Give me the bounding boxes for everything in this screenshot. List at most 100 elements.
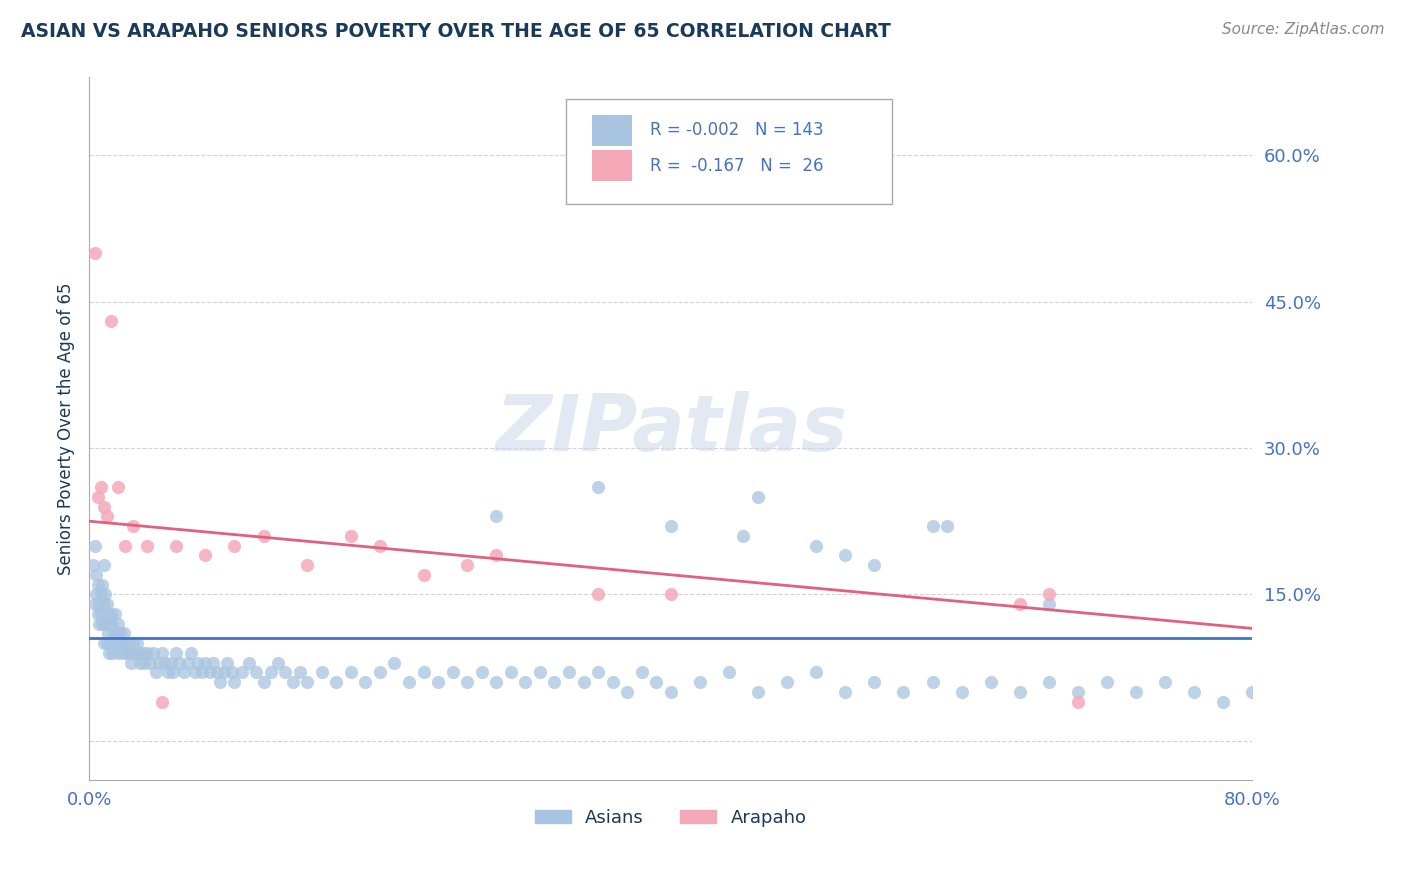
Point [1067, 695, 1090, 709]
Point [543, 675, 565, 690]
Point [87, 607, 110, 621]
Point [83, 246, 105, 260]
Point [863, 558, 886, 572]
Point [97, 626, 120, 640]
Point [117, 636, 139, 650]
Point [224, 675, 246, 690]
Point [111, 646, 134, 660]
Point [136, 539, 159, 553]
Point [104, 636, 127, 650]
Point [340, 665, 363, 680]
Point [311, 665, 333, 680]
Point [89, 616, 111, 631]
Point [456, 558, 478, 572]
Point [412, 567, 434, 582]
Point [83, 539, 105, 553]
Point [733, 529, 755, 543]
Point [645, 675, 668, 690]
FancyBboxPatch shape [592, 115, 633, 146]
Point [101, 646, 124, 660]
Point [340, 529, 363, 543]
Point [118, 646, 141, 660]
Point [863, 675, 886, 690]
Point [936, 519, 959, 533]
Point [201, 656, 224, 670]
Point [107, 646, 129, 660]
Point [191, 665, 214, 680]
Point [950, 685, 973, 699]
Point [747, 490, 769, 504]
Point [156, 665, 179, 680]
Point [139, 656, 162, 670]
Point [125, 636, 148, 650]
Point [93, 558, 115, 572]
Point [1038, 587, 1060, 601]
Point [834, 549, 856, 563]
Text: R = -0.002   N = 143: R = -0.002 N = 143 [650, 121, 824, 139]
Point [747, 685, 769, 699]
Point [1212, 695, 1234, 709]
Point [150, 646, 173, 660]
Point [100, 607, 122, 621]
Point [112, 626, 135, 640]
Point [150, 695, 173, 709]
Point [806, 539, 828, 553]
Point [221, 665, 243, 680]
Point [145, 665, 167, 680]
Legend: Asians, Arapaho: Asians, Arapaho [527, 801, 814, 834]
Point [159, 656, 181, 670]
Point [83, 597, 105, 611]
Point [689, 675, 711, 690]
Point [132, 646, 155, 660]
Point [198, 665, 221, 680]
Text: ZIPatlas: ZIPatlas [495, 391, 846, 467]
Point [96, 509, 118, 524]
Point [267, 656, 290, 670]
Point [1067, 685, 1090, 699]
Point [368, 539, 391, 553]
Point [295, 675, 318, 690]
Point [107, 480, 129, 494]
Point [94, 587, 117, 601]
Point [485, 549, 508, 563]
Point [208, 675, 231, 690]
Point [148, 656, 170, 670]
Point [252, 675, 274, 690]
Point [921, 675, 943, 690]
Point [162, 665, 184, 680]
Point [602, 675, 624, 690]
Point [630, 665, 652, 680]
Point [586, 587, 609, 601]
Point [586, 665, 609, 680]
Point [834, 685, 856, 699]
Point [129, 656, 152, 670]
Point [91, 577, 114, 591]
Point [104, 607, 127, 621]
Point [384, 656, 406, 670]
Point [427, 675, 450, 690]
Point [110, 636, 132, 650]
Point [108, 626, 131, 640]
Point [128, 646, 150, 660]
Point [100, 314, 122, 328]
Point [1154, 675, 1177, 690]
Point [412, 665, 434, 680]
Point [659, 685, 682, 699]
Point [134, 656, 156, 670]
Point [194, 549, 217, 563]
Point [485, 675, 508, 690]
Point [1038, 597, 1060, 611]
Point [94, 616, 117, 631]
Point [224, 539, 246, 553]
Point [142, 646, 165, 660]
Point [398, 675, 420, 690]
Point [1095, 675, 1118, 690]
Point [806, 665, 828, 680]
Point [205, 665, 228, 680]
Point [288, 665, 311, 680]
Point [98, 616, 121, 631]
Point [325, 675, 347, 690]
Y-axis label: Seniors Poverty Over the Age of 65: Seniors Poverty Over the Age of 65 [58, 282, 75, 574]
Point [529, 665, 551, 680]
Point [194, 656, 217, 670]
